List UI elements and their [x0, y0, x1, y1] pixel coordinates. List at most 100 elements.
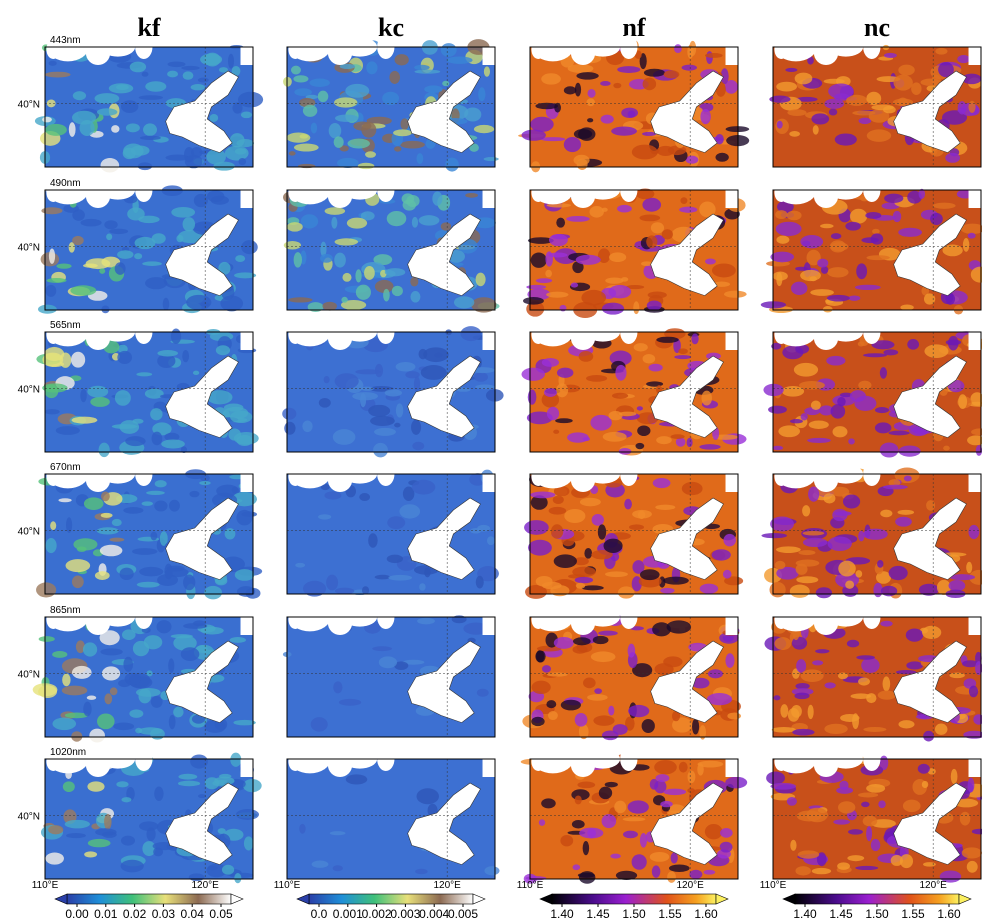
- map-patch: [410, 276, 419, 287]
- map-patch: [572, 261, 584, 274]
- map-patch: [845, 221, 861, 231]
- map-patch: [775, 221, 802, 237]
- map-patch: [774, 637, 792, 651]
- map-patch: [117, 250, 134, 259]
- map-patch: [416, 153, 424, 165]
- no-data-area: [46, 751, 61, 772]
- map-patch: [971, 428, 982, 436]
- map-patch: [923, 730, 935, 742]
- map-patch: [334, 373, 359, 390]
- map-patch: [125, 436, 146, 447]
- map-patch: [642, 77, 657, 91]
- map-patch: [892, 210, 902, 223]
- map-patch: [373, 442, 388, 458]
- map-patch: [87, 781, 105, 792]
- map-patch: [71, 665, 92, 679]
- no-data-area: [288, 324, 303, 344]
- map-patch: [548, 233, 568, 247]
- map-patch: [594, 688, 602, 694]
- map-patch: [572, 637, 591, 646]
- map-patch: [959, 811, 971, 826]
- map-patch: [802, 537, 828, 548]
- map-patch: [870, 233, 884, 245]
- map-patch: [592, 635, 609, 645]
- map-patch: [795, 683, 810, 690]
- map-patch: [926, 500, 936, 511]
- map-patch: [322, 301, 337, 311]
- map-edge-white: [482, 190, 495, 208]
- map-patch: [394, 422, 401, 428]
- map-patch: [629, 626, 644, 631]
- map-patch: [473, 372, 488, 382]
- map-patch: [587, 118, 594, 123]
- map-patch: [240, 111, 253, 119]
- map-patch: [236, 509, 253, 526]
- map-patch: [121, 629, 136, 641]
- map-patch: [967, 435, 982, 446]
- map-patch: [384, 389, 402, 397]
- map-patch: [769, 95, 791, 103]
- map-panel: [283, 32, 499, 172]
- map-patch: [117, 350, 133, 365]
- map-patch: [611, 392, 629, 399]
- map-patch: [535, 278, 553, 284]
- map-patch: [727, 712, 741, 720]
- map-patch: [181, 65, 200, 71]
- sea: [165, 355, 239, 438]
- map-edge-white: [240, 474, 253, 492]
- map-patch: [545, 251, 554, 267]
- map-patch: [640, 261, 653, 267]
- map-patch: [605, 277, 624, 284]
- map-patch: [521, 367, 545, 381]
- map-patch: [294, 88, 312, 96]
- map-patch: [572, 566, 596, 578]
- map-patch: [184, 154, 203, 169]
- map-panel: [518, 32, 750, 173]
- map-patch: [609, 252, 627, 263]
- map-patch: [176, 234, 184, 243]
- map-patch: [798, 550, 816, 556]
- map-patch: [646, 300, 662, 311]
- map-patch: [837, 396, 846, 407]
- map-patch: [58, 498, 72, 503]
- map-patch: [808, 420, 829, 429]
- map-edge-white: [482, 474, 495, 492]
- map-patch: [100, 158, 120, 173]
- colorbar-tick-label: 0.01: [94, 907, 118, 921]
- map-patch: [699, 725, 707, 740]
- map-patch: [424, 85, 443, 93]
- map-patch: [670, 852, 678, 864]
- map-patch: [109, 687, 118, 696]
- map-patch: [84, 851, 98, 858]
- map-patch: [907, 190, 922, 204]
- map-patch: [655, 504, 676, 510]
- sea: [165, 213, 239, 296]
- map-patch: [231, 491, 257, 507]
- map-patch: [342, 272, 352, 282]
- map-patch: [817, 258, 829, 268]
- map-patch: [587, 88, 596, 98]
- map-patch: [46, 277, 67, 284]
- map-patch: [45, 123, 67, 136]
- map-patch: [642, 197, 662, 212]
- map-patch: [364, 266, 375, 280]
- map-patch: [234, 873, 242, 884]
- map-patch: [564, 508, 586, 524]
- map-patch: [394, 661, 409, 671]
- map-patch: [591, 514, 604, 526]
- map-patch: [663, 576, 689, 585]
- map-patch: [635, 188, 655, 200]
- map-patch: [45, 284, 57, 297]
- map-patch: [144, 388, 164, 399]
- map-patch: [646, 235, 658, 249]
- map-patch: [231, 65, 241, 76]
- map-patch: [526, 411, 553, 425]
- map-patch: [780, 704, 789, 718]
- map-patch: [299, 823, 306, 834]
- map-patch: [584, 547, 593, 559]
- map-patch: [487, 536, 495, 546]
- map-patch: [527, 539, 552, 556]
- map-patch: [393, 129, 412, 137]
- map-patch: [720, 828, 733, 838]
- map-patch: [824, 682, 836, 689]
